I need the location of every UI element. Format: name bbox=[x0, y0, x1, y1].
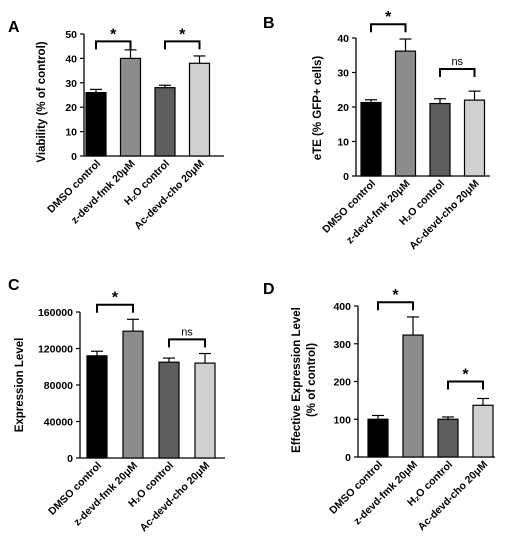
bar-A bbox=[154, 87, 176, 157]
ylabel-A: Viability (% of control) bbox=[36, 41, 48, 162]
significance-label-A: * bbox=[110, 26, 117, 43]
significance-label-A: * bbox=[179, 26, 186, 43]
bar-B bbox=[394, 50, 417, 177]
category-label-A: z-devd-fmk 20μM bbox=[69, 157, 138, 226]
significance-label-B: ns bbox=[451, 56, 463, 68]
y-tick-label-A: 0 bbox=[71, 151, 77, 163]
bar-C bbox=[158, 361, 180, 459]
y-tick-label-A: 20 bbox=[65, 102, 77, 114]
bar-B bbox=[360, 101, 382, 177]
significance-label-D: * bbox=[392, 287, 399, 304]
category-label-C: Ac-devd-cho 20μM bbox=[138, 459, 213, 534]
y-tick-label-D: 400 bbox=[333, 301, 351, 313]
significance-label-C: ns bbox=[181, 326, 193, 338]
bar-C bbox=[194, 362, 216, 459]
y-tick-label-A: 30 bbox=[65, 78, 77, 90]
ylabel-D-line2: (% of control) bbox=[306, 343, 318, 417]
significance-bracket-A bbox=[164, 40, 201, 50]
significance-bracket-B bbox=[370, 23, 407, 33]
panel-letter-A: A bbox=[8, 19, 20, 36]
significance-bracket-C bbox=[168, 338, 206, 348]
bar-C bbox=[86, 355, 108, 459]
bar-D bbox=[402, 334, 424, 458]
significance-label-C: * bbox=[112, 290, 119, 307]
panel-B: B eTE (% GFP+ cells) bbox=[263, 15, 324, 160]
panel-letter-B: B bbox=[263, 15, 275, 32]
y-tick-label-C: 160000 bbox=[38, 307, 73, 319]
ylabel-C: Expression Level bbox=[14, 338, 26, 433]
y-tick-label-D: 300 bbox=[333, 339, 351, 351]
y-tick-label-C: 40000 bbox=[44, 417, 73, 429]
ylabel-B: eTE (% GFP+ cells) bbox=[312, 56, 324, 161]
panel-A: A Viability (% of control) bbox=[8, 19, 48, 163]
bar-A bbox=[85, 91, 107, 157]
y-tick-label-C: 80000 bbox=[44, 380, 73, 392]
bar-D bbox=[367, 418, 389, 458]
significance-bracket-D bbox=[447, 380, 484, 390]
ylabel-D-line1: Effective Expression Level bbox=[291, 307, 303, 453]
significance-bracket-D bbox=[377, 301, 414, 311]
y-tick-label-B: 20 bbox=[337, 102, 349, 114]
significance-label-B: * bbox=[385, 9, 392, 26]
significance-bracket-A bbox=[95, 40, 132, 50]
panel-letter-D: D bbox=[263, 281, 275, 298]
y-tick-label-C: 120000 bbox=[38, 344, 73, 356]
y-tick-label-C: 0 bbox=[67, 453, 73, 465]
y-tick-label-B: 10 bbox=[337, 137, 349, 149]
y-tick-label-A: 10 bbox=[65, 127, 77, 139]
y-tick-label-B: 40 bbox=[337, 33, 349, 45]
category-label-C: z-devd-fmk 20μM bbox=[71, 459, 140, 528]
bar-D bbox=[437, 418, 459, 458]
y-tick-label-A: 40 bbox=[65, 53, 77, 65]
panel-letter-C: C bbox=[8, 277, 20, 294]
y-tick-label-A: 50 bbox=[65, 29, 77, 41]
bar-D bbox=[472, 404, 494, 458]
panel-D: D Effective Expression Level (% of contr… bbox=[263, 281, 318, 453]
bar-A bbox=[119, 57, 142, 157]
panel-C: C Expression Level bbox=[8, 277, 26, 432]
bar-C bbox=[122, 330, 144, 459]
bar-B bbox=[429, 102, 451, 177]
category-label-D: Ac-devd-cho 20μM bbox=[416, 458, 491, 533]
category-label-D: z-devd-fmk 20μM bbox=[351, 458, 420, 527]
significance-bracket-C bbox=[96, 303, 134, 313]
bar-A bbox=[188, 62, 211, 157]
y-tick-label-D: 100 bbox=[333, 414, 351, 426]
bar-B bbox=[463, 99, 486, 177]
category-label-B: z-devd-fmk 20μM bbox=[344, 177, 413, 246]
significance-label-D: * bbox=[462, 367, 469, 384]
y-tick-label-B: 30 bbox=[337, 68, 349, 80]
significance-bracket-B bbox=[439, 68, 476, 78]
y-tick-label-B: 0 bbox=[343, 171, 349, 183]
y-tick-label-D: 0 bbox=[345, 452, 351, 464]
y-tick-label-D: 200 bbox=[333, 377, 351, 389]
